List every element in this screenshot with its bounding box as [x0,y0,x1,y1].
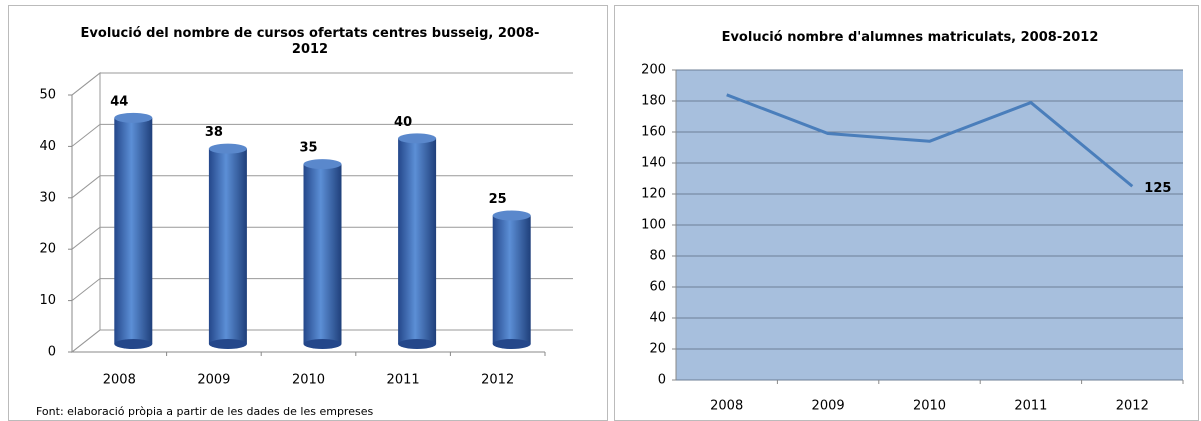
y-tick-label: 100 [641,218,666,233]
data-label: 35 [299,141,317,156]
grid-line [71,72,573,96]
bar-body [492,215,531,344]
back-wall [71,71,101,354]
bar-base [303,339,342,349]
bar-top [208,143,247,154]
y-tick-label: 20 [649,342,666,357]
data-label: 125 [1144,181,1171,196]
line [726,93,1134,188]
x-tick-label: 2009 [812,399,845,414]
bar [398,133,437,349]
y-tick-label: 0 [48,345,56,360]
data-label: 38 [205,125,223,140]
bar-top [303,159,342,170]
y-tick-label: 40 [649,311,666,326]
x-tick-label: 2010 [913,399,946,414]
bar-body [398,138,437,344]
bar-top [114,112,153,123]
y-tick-label: 140 [641,156,666,171]
bar-base [492,339,531,349]
x-tick-label: 2009 [197,373,230,388]
y-tick-label: 160 [641,125,666,140]
data-label: 40 [394,115,412,130]
y-tick-label: 80 [649,249,666,264]
y-tick-label: 10 [39,293,56,308]
x-tick-label: 2011 [1014,399,1047,414]
y-tick-label: 50 [39,88,56,103]
grid-line [71,123,573,147]
bar-base [208,339,247,349]
y-tick-label: 120 [641,187,666,202]
bar [303,159,342,349]
y-tick-label: 200 [641,63,666,78]
bar [114,112,153,349]
y-tick-label: 40 [39,139,56,154]
y-tick-label: 0 [658,373,666,388]
y-tick-label: 30 [39,190,56,205]
bar-body [114,117,153,344]
bar-top [398,133,437,144]
x-tick-label: 2008 [103,373,136,388]
right-title: Evolució nombre d'alumnes matriculats, 2… [721,30,1099,45]
bar-base [398,339,437,349]
bar [492,210,531,349]
bar [208,143,247,349]
x-tick-label: 2008 [710,399,743,414]
x-tick-label: 2010 [292,373,325,388]
y-tick-label: 20 [39,242,56,257]
bar-base [114,339,153,349]
bar-top [492,210,531,221]
bar-body [303,164,342,344]
x-tick-label: 2012 [1116,399,1149,414]
bar-body [208,148,247,344]
data-label: 25 [489,192,507,207]
y-tick-label: 60 [649,280,666,295]
data-label: 44 [110,94,128,109]
x-tick-label: 2011 [387,373,420,388]
source-note: Font: elaboració pròpia a partir de les … [36,405,374,418]
x-tick-label: 2012 [481,373,514,388]
left-title: Evolució del nombre de cursos ofertats c… [80,26,540,57]
y-tick-label: 180 [641,94,666,109]
